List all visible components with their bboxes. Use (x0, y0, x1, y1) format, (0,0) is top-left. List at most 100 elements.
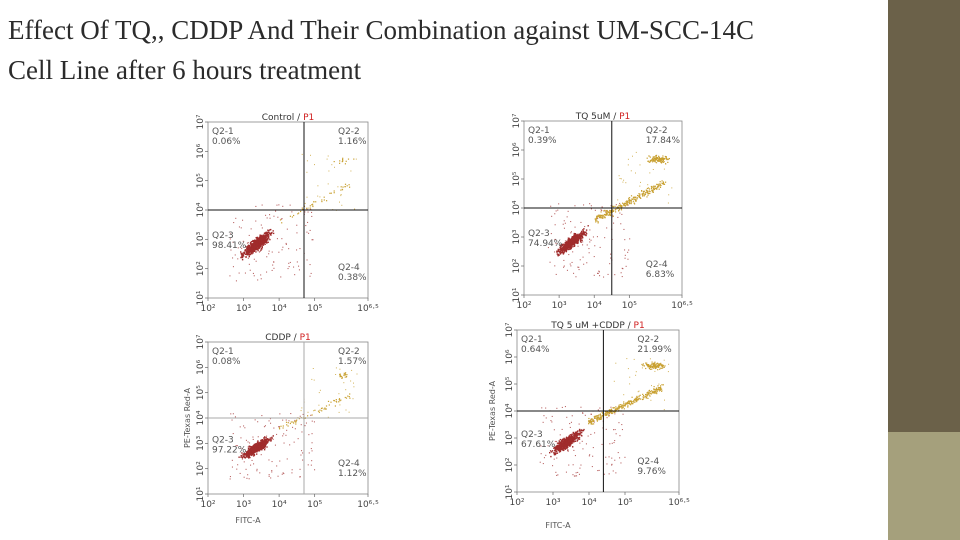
quadrant-name: Q2-2 (338, 127, 360, 137)
x-tick-label: 10³ (236, 500, 251, 510)
quadrant-percent: 1.57% (338, 357, 367, 367)
quadrant-name: Q2-1 (212, 127, 234, 137)
quadrant-percent: 9.76% (637, 467, 666, 477)
x-tick-label: 10⁵ (307, 304, 322, 314)
y-tick-label: 10² (505, 457, 515, 472)
scatter-plot-svg: TQ 5 uM +CDDP / P110¹10²10³10⁴10⁵10⁶10⁷1… (488, 321, 690, 530)
flow-plot-control: Control / P1 10¹ 10² 10³ 10⁴ 10⁵ 10⁶ 10⁷ 10² 10³ 1… (182, 110, 384, 322)
quadrant-percent: 98.41% (212, 241, 247, 251)
quadrant-name: Q2-3 (528, 229, 550, 239)
quadrant-name: Q2-4 (338, 459, 360, 469)
x-tick-label: 10⁶·⁵ (668, 498, 690, 508)
y-tick-label: 10⁵ (196, 173, 206, 188)
quadrant-percent: 1.16% (338, 137, 367, 147)
y-tick-label: 10² (196, 461, 206, 476)
quadrant-percent: 0.39% (528, 136, 557, 146)
quadrant-percent: 17.84% (646, 136, 681, 146)
x-tick-label: 10² (200, 304, 215, 314)
event-cloud (229, 367, 358, 480)
y-tick-label: 10⁴ (512, 200, 522, 215)
plot-title: CDDP / P1 (265, 333, 310, 343)
x-tick-label: 10³ (545, 498, 560, 508)
event-cloud (539, 358, 670, 477)
x-tick-label: 10⁴ (581, 498, 596, 508)
y-tick-label: 10¹ (512, 287, 522, 302)
slide-title: Effect Of TQ,, CDDP And Their Combinatio… (8, 10, 868, 90)
y-axis-label: PE-Texas Red-A (183, 387, 192, 448)
y-tick-label: 10² (196, 261, 206, 276)
quadrant-percent: 0.08% (212, 357, 241, 367)
x-axis-label: FITC-A (545, 521, 571, 530)
x-tick-label: 10⁶·⁵ (357, 500, 379, 510)
y-tick-label: 10⁷ (512, 113, 522, 128)
quadrant-name: Q2-1 (528, 126, 550, 136)
y-tick-label: 10⁷ (196, 334, 206, 349)
y-tick-label: 10³ (196, 231, 206, 246)
y-tick-label: 10³ (505, 430, 515, 445)
quadrant-name: Q2-3 (521, 430, 543, 440)
y-tick-label: 10⁴ (196, 410, 206, 425)
quadrant-percent: 0.38% (338, 273, 367, 283)
x-tick-label: 10⁴ (587, 301, 602, 311)
side-bar-light (888, 432, 960, 540)
quadrant-name: Q2-2 (338, 347, 360, 357)
quadrant-name: Q2-3 (212, 435, 234, 445)
y-tick-label: 10¹ (196, 486, 206, 501)
quadrant-percent: 0.06% (212, 137, 241, 147)
x-tick-label: 10⁵ (622, 301, 637, 311)
y-tick-label: 10⁶ (512, 142, 522, 157)
quadrant-percent: 6.83% (646, 270, 675, 280)
plot-title: TQ 5 uM +CDDP / P1 (550, 321, 644, 331)
quadrant-percent: 97.22% (212, 445, 247, 455)
title-line-1: Effect Of TQ,, CDDP And Their Combinatio… (8, 15, 754, 45)
y-tick-label: 10⁶ (196, 143, 206, 158)
x-tick-label: 10⁵ (307, 500, 322, 510)
quadrant-name: Q2-2 (637, 335, 659, 345)
y-tick-label: 10⁷ (505, 322, 515, 337)
flow-plot-combination: TQ 5 uM +CDDP / P1 10¹ 10² 10³ 10⁴ 10⁵ 10⁶ 10⁷ 1… (487, 318, 708, 530)
y-tick-label: 10⁵ (505, 376, 515, 391)
quadrant-percent: 1.12% (338, 469, 367, 479)
quadrant-name: Q2-4 (637, 457, 659, 467)
y-tick-label: 10¹ (196, 290, 206, 305)
y-tick-label: 10⁴ (505, 403, 515, 418)
x-tick-label: 10² (509, 498, 524, 508)
quadrant-name: Q2-2 (646, 126, 668, 136)
quadrant-name: Q2-4 (338, 263, 360, 273)
quadrant-name: Q2-3 (212, 231, 234, 241)
quadrant-percent: 74.94% (528, 239, 563, 249)
x-tick-label: 10⁶·⁵ (357, 304, 379, 314)
y-tick-label: 10³ (196, 435, 206, 450)
quadrant-name: Q2-1 (521, 335, 543, 345)
quadrant-name: Q2-1 (212, 347, 234, 357)
y-tick-label: 10² (512, 258, 522, 273)
title-line-2: Cell Line after 6 hours treatment (8, 55, 362, 85)
flow-plot-tq: TQ 5uM / P1 10¹ 10² 10³ 10⁴ 10⁵ 10⁶ 10⁷ 10² 10³ 10… (494, 109, 722, 314)
plot-title: TQ 5uM / P1 (575, 112, 631, 122)
y-tick-label: 10⁷ (196, 114, 206, 129)
plot-title: Control / P1 (262, 113, 314, 123)
quadrant-percent: 0.64% (521, 345, 550, 355)
flow-plot-cddp: CDDP / P1 10¹ 10² 10³ 10⁴ 10⁵ 10⁶ 10⁷ 10² 10³ 10⁴ 1… (182, 330, 384, 525)
x-tick-label: 10⁶·⁵ (671, 301, 693, 311)
event-cloud (547, 151, 673, 278)
x-tick-label: 10³ (552, 301, 567, 311)
y-tick-label: 10¹ (505, 484, 515, 499)
y-tick-label: 10⁵ (196, 385, 206, 400)
event-cloud (229, 153, 357, 282)
quadrant-percent: 67.61% (521, 440, 556, 450)
x-tick-label: 10⁵ (617, 498, 632, 508)
quadrant-percent: 21.99% (637, 345, 672, 355)
x-tick-label: 10⁴ (272, 304, 287, 314)
x-tick-label: 10⁴ (272, 500, 287, 510)
quadrant-name: Q2-4 (646, 260, 668, 270)
x-tick-label: 10² (516, 301, 531, 311)
y-axis-label: PE-Texas Red-A (488, 380, 497, 441)
y-tick-label: 10⁵ (512, 171, 522, 186)
y-tick-label: 10³ (512, 229, 522, 244)
y-tick-label: 10⁶ (196, 359, 206, 374)
x-tick-label: 10² (200, 500, 215, 510)
